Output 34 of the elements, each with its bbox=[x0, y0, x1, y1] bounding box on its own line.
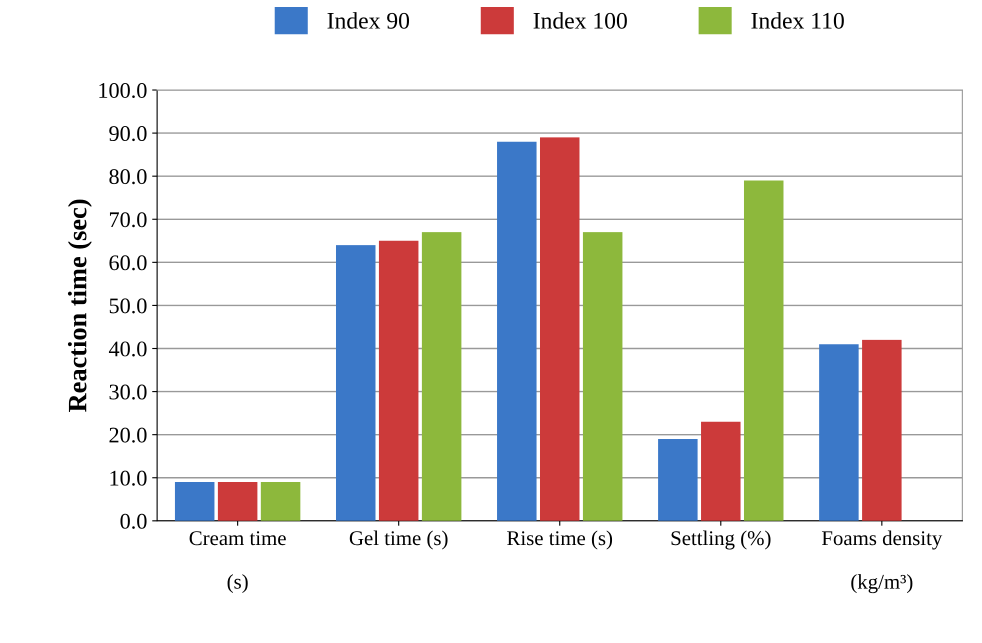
y-tick-label: 60.0 bbox=[109, 255, 147, 270]
x-tick-label: Rise time (s) bbox=[507, 530, 612, 550]
legend-label: Index 110 bbox=[751, 12, 844, 29]
legend-label: Index 90 bbox=[328, 12, 410, 29]
y-tick-label: 70.0 bbox=[110, 212, 147, 228]
y-tick-label: 0.0 bbox=[120, 514, 147, 529]
y-tick-label: 10.0 bbox=[110, 470, 147, 486]
bar bbox=[260, 482, 300, 521]
x-tick-label: Gel time (s) bbox=[350, 530, 448, 550]
bar bbox=[744, 180, 784, 521]
bar bbox=[582, 232, 622, 521]
y-tick-label: 20.0 bbox=[109, 428, 147, 443]
bar bbox=[378, 240, 418, 521]
bar bbox=[819, 344, 859, 521]
bar bbox=[336, 245, 376, 521]
y-tick-label: 30.0 bbox=[110, 384, 147, 400]
bar bbox=[658, 438, 698, 521]
category-label: Cream time (s) bbox=[190, 531, 286, 594]
x-tick-label: Foams density (kg/m³) bbox=[822, 530, 942, 594]
bar bbox=[174, 482, 214, 521]
y-tick-label: 100.0 bbox=[99, 82, 147, 98]
bar bbox=[497, 142, 537, 521]
legend-label: Index 100 bbox=[534, 12, 627, 29]
y-tick-label: 90.0 bbox=[109, 126, 147, 142]
bar bbox=[701, 422, 741, 521]
bar bbox=[422, 232, 462, 521]
bar bbox=[218, 482, 258, 521]
y-axis-title: Reaction time (sec) bbox=[68, 200, 92, 412]
bar bbox=[862, 340, 902, 521]
y-tick-label: 80.0 bbox=[109, 169, 147, 184]
x-tick-label: Settling (%) bbox=[672, 530, 771, 550]
y-tick-label: 40.0 bbox=[108, 341, 147, 357]
bar bbox=[540, 137, 580, 521]
y-tick-label: 50.0 bbox=[110, 298, 147, 314]
